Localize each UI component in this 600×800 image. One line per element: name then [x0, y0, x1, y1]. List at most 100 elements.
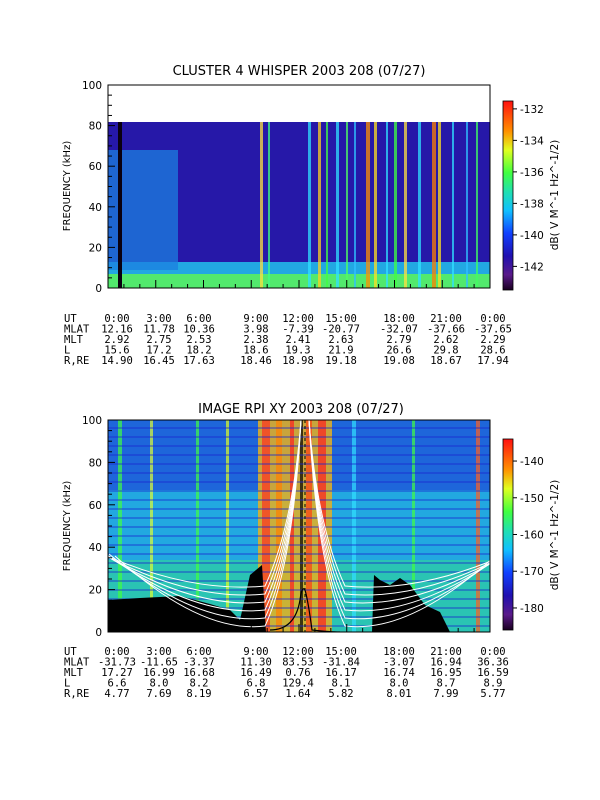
ephemeris-value: 8.1: [332, 678, 351, 690]
ephemeris-value: 17.27: [101, 667, 133, 679]
ephemeris-value: 7.69: [146, 688, 171, 700]
ephemeris-value: 5.77: [480, 688, 505, 700]
ephemeris-value: 2.38: [243, 334, 268, 346]
ephemeris-value: 16.59: [477, 667, 509, 679]
ephemeris-row-label: MLT: [64, 334, 84, 346]
ephemeris-value: -37.65: [474, 324, 512, 336]
emission-stripe: [374, 122, 377, 288]
ephemeris-value: 6.6: [108, 678, 127, 690]
emission-stripe: [452, 122, 454, 288]
emission-stripe: [318, 122, 321, 288]
emission-stripe: [226, 420, 229, 632]
ephemeris-value: 8.19: [186, 688, 211, 700]
emission-stripes: [260, 122, 478, 288]
ephemeris-value: 21:00: [430, 646, 462, 658]
data-gap: [118, 122, 122, 288]
colorbar-ticks: -140 -150 -160 -170 -180: [513, 456, 544, 615]
emission-stripe: [260, 122, 263, 288]
emission-stripe: [300, 420, 303, 632]
resonance-curve: [308, 420, 490, 588]
ephemeris-value: 16.95: [430, 667, 462, 679]
ephemeris-value: 7.99: [433, 688, 458, 700]
ephemeris-value: 15:00: [325, 646, 357, 658]
ephemeris-value: 2.79: [386, 334, 411, 346]
colorbar-tick-label: -160: [520, 530, 544, 542]
ephemeris-value: 26.6: [386, 345, 411, 357]
y-axis: 0 20 40 60 80 100: [82, 415, 115, 639]
ephemeris-value: 19.18: [325, 355, 357, 367]
ephemeris-value: 18.46: [240, 355, 272, 367]
colorbar-label: dB( V M^-1 Hz^-1/2): [549, 480, 561, 590]
ephemeris-value: 12.16: [101, 324, 133, 336]
ephemeris-value: 21.9: [328, 345, 353, 357]
ephemeris-value: -11.65: [140, 657, 178, 669]
emission-stripe: [404, 122, 407, 288]
emission-stripe: [346, 122, 348, 288]
emission-stripe: [432, 122, 436, 288]
emission-stripe: [326, 122, 328, 288]
ephemeris-value: 8.0: [390, 678, 409, 690]
ephemeris-value: 16.74: [383, 667, 415, 679]
colorbar-tick-label: -140: [520, 230, 544, 242]
ephemeris-value: 2.53: [186, 334, 211, 346]
resonance-curve: [108, 420, 302, 588]
ephemeris-value: 0:00: [480, 313, 505, 325]
ephemeris-row-label: UT: [64, 313, 77, 325]
panel-cluster: CLUSTER 4 WHISPER 2003 208 (07/27) FREQU…: [62, 64, 561, 367]
ephemeris-value: 6:00: [186, 646, 211, 658]
ephemeris-value: 6:00: [186, 313, 211, 325]
ephemeris-value: 9:00: [243, 646, 268, 658]
ephemeris-value: 16.99: [143, 667, 175, 679]
emission-stripe: [352, 420, 356, 632]
ephemeris-value: 28.6: [480, 345, 505, 357]
ephemeris-row-label: R,RE: [64, 355, 89, 367]
ephemeris-row-label: MLAT: [64, 657, 90, 669]
ephemeris-value: 9:00: [243, 313, 268, 325]
ephemeris-value: 10.36: [183, 324, 215, 336]
ephemeris-value: 8.01: [386, 688, 411, 700]
ephemeris-value: 21:00: [430, 313, 462, 325]
y-tick-label: 80: [89, 457, 102, 469]
y-tick-label: 40: [89, 542, 102, 554]
y-tick-label: 100: [82, 80, 102, 92]
ephemeris-value: 5.82: [328, 688, 353, 700]
emission-stripe: [276, 420, 282, 632]
ephemeris-value: 8.9: [484, 678, 503, 690]
ephemeris-value: 11.78: [143, 324, 175, 336]
ephemeris-value: 8.0: [150, 678, 169, 690]
ephemeris-value: 16.17: [325, 667, 357, 679]
ephemeris-value: 1.64: [285, 688, 310, 700]
y-tick-label: 100: [82, 415, 102, 427]
colorbar-tick-label: -140: [520, 456, 544, 468]
emission-stripe: [196, 420, 199, 632]
ephemeris-row-label: L: [64, 678, 70, 690]
emission-stripe: [308, 122, 311, 288]
y-tick-label: 60: [89, 500, 102, 512]
y-axis-label: FREQUENCY (kHz): [62, 141, 73, 232]
ephemeris-value: 2.92: [104, 334, 129, 346]
y-tick-label: 20: [89, 585, 102, 597]
ephemeris-row-label: UT: [64, 646, 77, 658]
ephemeris-value: -31.73: [98, 657, 136, 669]
y-tick-label: 0: [95, 283, 102, 295]
colorbar-tick-label: -132: [520, 104, 544, 116]
ephemeris-value: 16.49: [240, 667, 272, 679]
ephemeris-value: 3:00: [146, 646, 171, 658]
ephemeris-value: 14.90: [101, 355, 133, 367]
emission-stripe: [418, 122, 421, 288]
colorbar-ticks: -132 -134 -136 -138 -140 -142: [513, 104, 544, 273]
ephemeris-value: 17.94: [477, 355, 509, 367]
resonance-curves: [108, 420, 490, 632]
y-tick-label: 0: [95, 627, 102, 639]
x-axis: [107, 280, 491, 288]
ephemeris-value: -20.77: [322, 324, 360, 336]
ephemeris-value: 18.2: [186, 345, 211, 357]
colorbar-tick-label: -150: [520, 493, 544, 505]
panel-title: IMAGE RPI XY 2003 208 (07/27): [198, 402, 404, 417]
ephemeris-value: 6.8: [247, 678, 266, 690]
ephemeris-value: 19.3: [285, 345, 310, 357]
ephemeris-value: 17.63: [183, 355, 215, 367]
colorbar: [502, 100, 514, 291]
emission-stripe: [412, 420, 415, 632]
emission-stripe: [118, 420, 122, 632]
